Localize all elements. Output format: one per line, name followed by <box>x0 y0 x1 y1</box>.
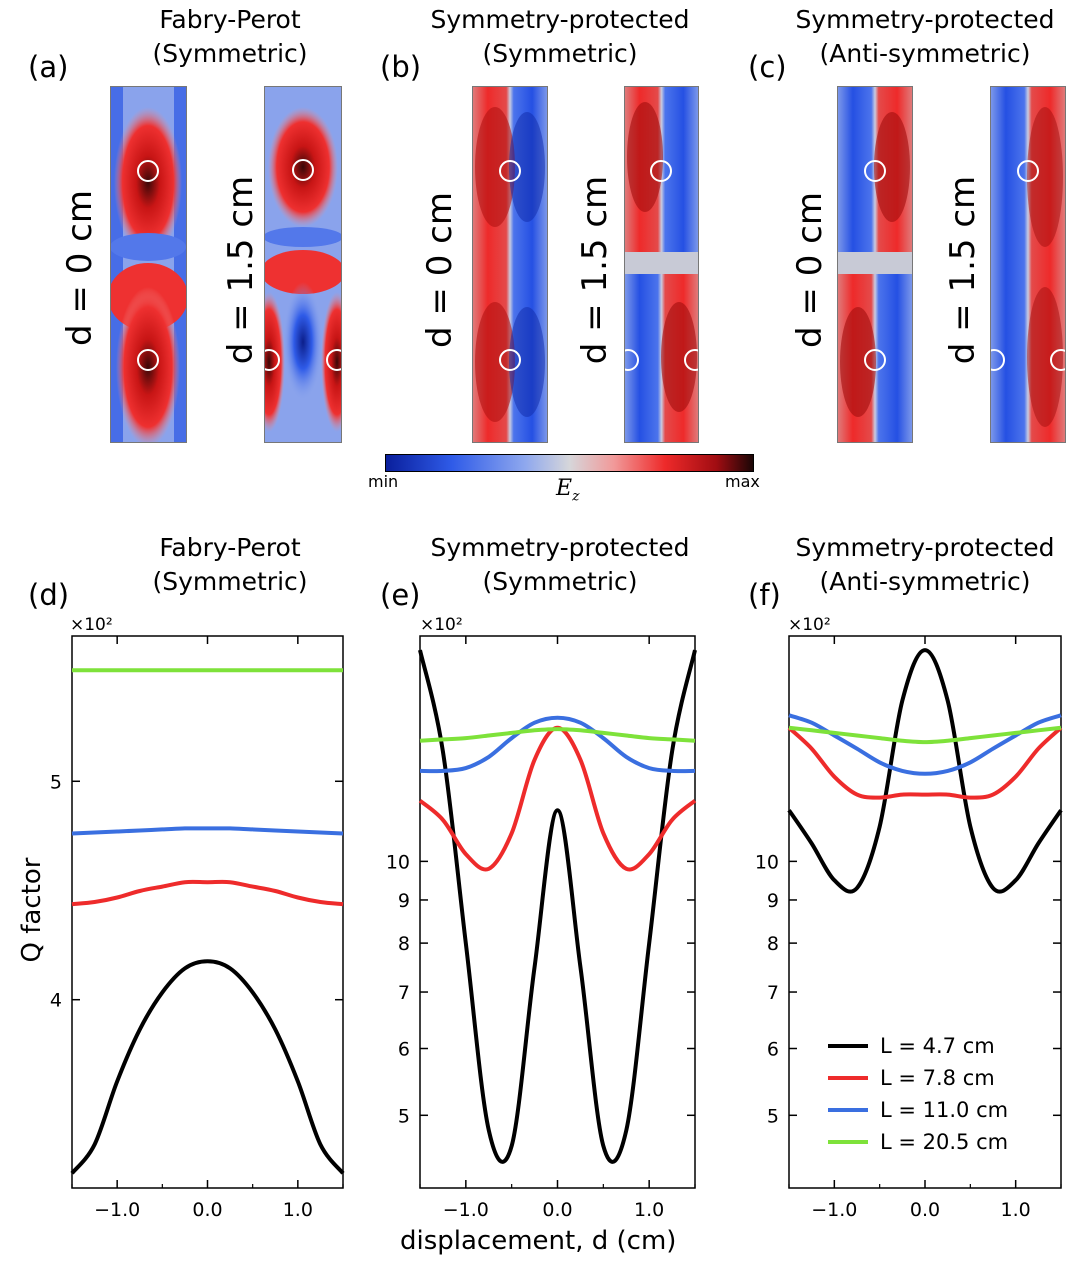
axes-frame-e <box>419 635 696 1189</box>
panel-f-multiplier: ×10² <box>788 615 831 635</box>
panel-a-title-line1: Fabry-Perot <box>159 5 301 34</box>
legend-item: L = 7.8 cm <box>828 1062 1008 1094</box>
legend-swatch <box>828 1044 868 1048</box>
panel-c-title-line1: Symmetry-protected <box>795 5 1055 34</box>
x-tick-label-f: −1.0 <box>811 1199 857 1221</box>
panel-b-title-line1: Symmetry-protected <box>430 5 690 34</box>
y-tick-label-d: 4 <box>50 990 62 1012</box>
panel-a-title-line2: (Symmetric) <box>152 39 308 68</box>
panel-c-left-d-label: d = 0 cm <box>790 192 830 348</box>
colorbar-min-label: min <box>368 472 399 491</box>
legend-swatch <box>828 1076 868 1080</box>
panel-c-right-d-label: d = 1.5 cm <box>943 175 983 365</box>
panel-c-title-line2: (Anti-symmetric) <box>819 39 1031 68</box>
y-tick-label-e: 10 <box>386 851 410 873</box>
legend: L = 4.7 cm L = 7.8 cm L = 11.0 cm L = 20… <box>828 1030 1008 1158</box>
field-map-a-d0 <box>110 86 187 443</box>
panel-e-label: (e) <box>380 578 421 612</box>
x-tick-label-f: 1.0 <box>1001 1199 1031 1221</box>
x-axis-label: displacement, d (cm) <box>400 1226 677 1256</box>
panel-b-label: (b) <box>380 50 422 84</box>
series-line-d-L110 <box>71 826 344 836</box>
colorbar <box>385 454 754 472</box>
y-axis-label: Q factor <box>17 857 47 963</box>
panel-b-left-d-label: d = 0 cm <box>420 192 460 348</box>
panel-d-title-line2: (Symmetric) <box>152 567 308 596</box>
colorbar-ez-label: Ez <box>556 476 580 505</box>
y-tick-label-f: 5 <box>767 1105 779 1127</box>
y-tick-label-f: 6 <box>767 1039 779 1061</box>
y-tick-label-e: 9 <box>398 890 410 912</box>
y-tick-label-e: 8 <box>398 933 410 955</box>
panel-f-label: (f) <box>748 578 781 612</box>
x-tick-label-f: 0.0 <box>910 1199 940 1221</box>
series-line-e-L205 <box>419 727 696 743</box>
panel-b-title-line2: (Symmetric) <box>482 39 638 68</box>
panel-d-title-line1: Fabry-Perot <box>159 533 301 562</box>
legend-swatch <box>828 1108 868 1112</box>
panel-a-left-d-label: d = 0 cm <box>60 190 100 346</box>
x-tick-label-e: 0.0 <box>542 1199 572 1221</box>
series-line-e-L78 <box>418 725 697 872</box>
panel-b-right-d-label: d = 1.5 cm <box>575 175 615 365</box>
x-tick-label-d: 0.0 <box>192 1199 222 1221</box>
y-tick-label-e: 7 <box>398 982 410 1004</box>
x-tick-label-e: −1.0 <box>443 1199 489 1221</box>
legend-label: L = 20.5 cm <box>880 1130 1009 1154</box>
legend-swatch <box>828 1140 868 1144</box>
panel-a-label: (a) <box>28 50 69 84</box>
x-tick-label-e: 1.0 <box>634 1199 664 1221</box>
panel-f-title-line1: Symmetry-protected <box>795 533 1055 562</box>
x-tick-label-d: 1.0 <box>283 1199 313 1221</box>
series-line-d-L47 <box>70 959 345 1175</box>
y-tick-label-f: 8 <box>767 933 779 955</box>
series-line-e-L110 <box>419 715 696 774</box>
legend-item: L = 4.7 cm <box>828 1030 1008 1062</box>
panel-e-title-line2: (Symmetric) <box>482 567 638 596</box>
panel-f-title-line2: (Anti-symmetric) <box>819 567 1031 596</box>
y-tick-label-d: 5 <box>50 771 62 793</box>
panel-d-label: (d) <box>28 578 70 612</box>
field-map-c-d0 <box>837 86 913 443</box>
axes-frame-d <box>71 635 344 1189</box>
legend-label: L = 11.0 cm <box>880 1098 1009 1122</box>
field-map-c-d1p5 <box>990 86 1066 443</box>
field-map-a-d1p5 <box>264 86 342 443</box>
panel-e-multiplier: ×10² <box>420 615 463 635</box>
series-line-f-L205 <box>788 725 1062 745</box>
field-map-b-d1p5 <box>624 86 699 443</box>
panel-e-title-line1: Symmetry-protected <box>430 533 690 562</box>
legend-item: L = 20.5 cm <box>828 1126 1008 1158</box>
legend-label: L = 4.7 cm <box>880 1034 995 1058</box>
series-line-e-L47 <box>418 649 697 1164</box>
series-line-f-L47 <box>787 648 1063 894</box>
y-tick-label-f: 7 <box>767 982 779 1004</box>
y-tick-label-e: 6 <box>398 1039 410 1061</box>
panel-c-label: (c) <box>748 50 787 84</box>
series-line-d-L78 <box>71 879 344 907</box>
panel-d-multiplier: ×10² <box>70 615 113 635</box>
series-line-f-L78 <box>787 726 1063 800</box>
x-tick-label-d: −1.0 <box>94 1199 140 1221</box>
y-tick-label-f: 9 <box>767 890 779 912</box>
y-tick-label-f: 10 <box>755 851 779 873</box>
field-map-b-d0 <box>472 86 548 443</box>
y-tick-label-e: 5 <box>398 1105 410 1127</box>
colorbar-max-label: max <box>725 472 760 491</box>
series-line-f-L110 <box>788 713 1062 776</box>
panel-a-right-d-label: d = 1.5 cm <box>221 175 261 365</box>
legend-item: L = 11.0 cm <box>828 1094 1008 1126</box>
legend-label: L = 7.8 cm <box>880 1066 995 1090</box>
